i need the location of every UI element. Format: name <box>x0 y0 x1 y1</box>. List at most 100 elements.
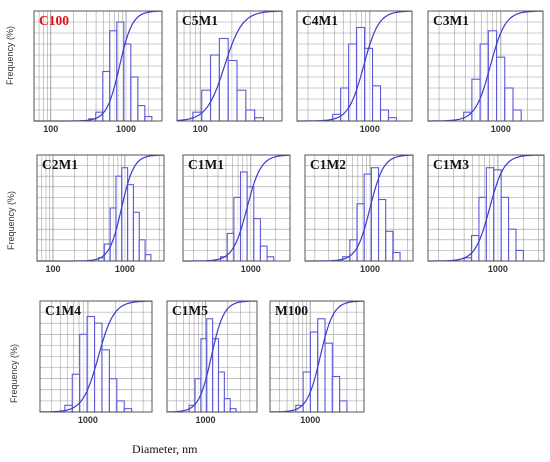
histogram-bar <box>246 186 255 262</box>
histogram-bar <box>123 43 132 122</box>
plot-frame <box>176 10 283 122</box>
histogram-bar <box>236 89 247 122</box>
histogram-bar <box>127 184 134 262</box>
x-axis-label: Diameter, nm <box>132 442 198 456</box>
histogram-bar <box>348 43 358 122</box>
histogram-bar <box>227 59 238 122</box>
histogram-bar <box>86 315 96 413</box>
histogram-svg: 1000 C3M1 <box>427 10 544 134</box>
histogram-svg: 100 1000 C100 <box>33 10 163 134</box>
x-tick-label: 1000 <box>116 124 136 134</box>
histogram-svg: 1000 C1M5 <box>166 300 258 425</box>
histogram-bar <box>245 109 256 122</box>
histogram-bar <box>102 70 111 122</box>
histogram-bar <box>356 26 366 122</box>
histogram-svg: 1000 M100 <box>269 300 365 425</box>
histogram-bar <box>223 398 231 413</box>
histogram-bar <box>137 105 146 122</box>
x-tick-label: 100 <box>193 124 208 134</box>
histogram-bar <box>109 30 118 122</box>
x-tick-label: 1000 <box>360 264 380 274</box>
histogram-bar <box>130 76 139 122</box>
histogram-panel: 1000 C1M2 <box>298 152 416 275</box>
histogram-bar <box>500 196 510 262</box>
panel-title: C4M1 <box>302 13 338 28</box>
histogram-bar <box>217 371 225 413</box>
histogram-bar <box>478 196 487 262</box>
histogram-bar <box>209 54 220 122</box>
plot-frame <box>427 10 544 122</box>
histogram-bar <box>495 56 506 122</box>
x-tick-label: 1000 <box>491 124 511 134</box>
x-tick-label: 1000 <box>488 264 508 274</box>
x-tick-label: 100 <box>43 124 58 134</box>
histogram-bar <box>512 109 522 122</box>
histogram-panel: 1000 C3M1 <box>421 8 546 135</box>
y-axis-label-row3: Frequency (%) <box>9 343 19 403</box>
x-tick-label: 1000 <box>300 415 320 425</box>
histogram-bar <box>259 245 268 262</box>
y-axis-label-row1: Frequency (%) <box>5 25 15 85</box>
plot-frame <box>182 154 291 262</box>
histogram-bar <box>302 371 311 413</box>
plot-frame <box>166 300 258 413</box>
plot-frame <box>296 10 413 122</box>
histogram-svg: 1000 C4M1 <box>296 10 413 134</box>
y-axis-label-row2: Frequency (%) <box>6 190 16 250</box>
histogram-panel: 100 1000 C100 <box>27 8 165 135</box>
histogram-bar <box>200 338 208 413</box>
x-tick-label: 1000 <box>115 264 135 274</box>
histogram-panel: 1000 C4M1 <box>290 8 415 135</box>
histogram-bar <box>132 211 140 262</box>
histogram-svg: 1000 C1M3 <box>427 154 545 274</box>
histogram-bar <box>121 167 129 262</box>
histogram-bar <box>379 109 390 122</box>
cumulative-curve <box>176 10 282 122</box>
histogram-bar <box>101 349 110 413</box>
histogram-bar <box>108 378 118 413</box>
histogram-panel: 1000 C1M3 <box>421 152 547 275</box>
histogram-bar <box>253 218 261 262</box>
histogram-bar <box>324 342 333 413</box>
histogram-bar <box>487 30 498 122</box>
histogram-svg: 1000 C1M1 <box>182 154 291 274</box>
plot-frame <box>36 154 165 262</box>
panel-title: C100 <box>39 13 69 28</box>
histogram-bar <box>504 87 514 122</box>
histogram-bar <box>116 400 125 413</box>
histogram-svg: 100 C5M1 <box>176 10 283 134</box>
histogram-bar <box>138 239 146 262</box>
histogram-bar <box>144 116 153 122</box>
histogram-panel: 100 1000 C2M1 <box>30 152 167 275</box>
x-tick-label: 1000 <box>241 264 261 274</box>
histogram-bar <box>266 256 275 262</box>
cumulative-curve <box>270 300 365 413</box>
cumulative-curve <box>40 300 152 413</box>
panel-title: C3M1 <box>433 13 469 28</box>
histogram-bar <box>218 37 229 122</box>
plot-frame <box>39 300 153 413</box>
plot-frame <box>304 154 414 262</box>
histogram-bar <box>317 318 326 413</box>
histogram-bar <box>331 375 341 413</box>
histogram-bar <box>479 43 489 122</box>
histogram-bar <box>515 249 524 262</box>
histogram-bar <box>233 196 242 262</box>
histogram-bar <box>144 254 152 262</box>
histogram-panel: 100 C5M1 <box>170 8 285 135</box>
histogram-panel: 1000 C1M5 <box>160 298 260 426</box>
histogram-bar <box>226 232 235 262</box>
histogram-bar <box>239 171 248 262</box>
histogram-panel: 1000 M100 <box>263 298 367 426</box>
plot-frame <box>427 154 545 262</box>
histogram-bar <box>201 89 212 122</box>
panel-title: C1M3 <box>433 157 469 172</box>
panel-title: C5M1 <box>182 13 218 28</box>
x-tick-label: 1000 <box>195 415 215 425</box>
histogram-bar <box>339 400 348 413</box>
histogram-bar <box>392 251 401 262</box>
panel-title: C1M5 <box>172 303 208 318</box>
plot-frame <box>269 300 365 413</box>
histogram-panel: 1000 C1M1 <box>176 152 293 275</box>
histogram-bar <box>377 198 387 262</box>
